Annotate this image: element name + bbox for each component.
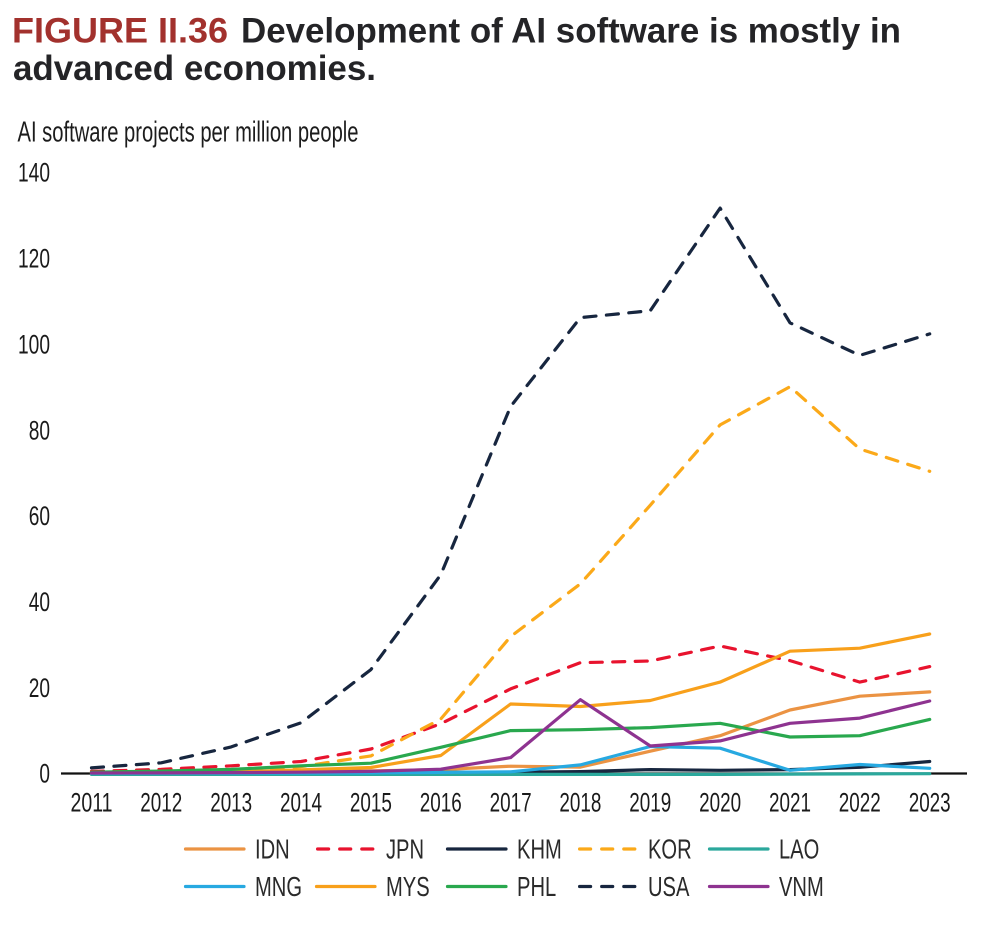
svg-text:MYS: MYS: [386, 872, 430, 903]
svg-text:100: 100: [18, 329, 50, 359]
svg-text:2021: 2021: [769, 788, 811, 818]
svg-text:2022: 2022: [839, 788, 881, 818]
svg-text:advanced economies.: advanced economies.: [13, 49, 376, 88]
svg-text:JPN: JPN: [386, 834, 424, 865]
svg-text:20: 20: [29, 673, 50, 703]
svg-text:LAO: LAO: [779, 834, 819, 865]
svg-text:2012: 2012: [140, 788, 182, 818]
svg-text:FIGURE II.36: FIGURE II.36: [12, 12, 228, 51]
svg-text:IDN: IDN: [255, 834, 290, 865]
svg-text:60: 60: [29, 501, 50, 531]
svg-text:2019: 2019: [629, 788, 671, 818]
svg-text:40: 40: [29, 587, 50, 617]
svg-text:2020: 2020: [699, 788, 741, 818]
svg-text:MNG: MNG: [255, 872, 302, 903]
svg-text:80: 80: [29, 415, 50, 445]
svg-text:KOR: KOR: [648, 834, 692, 865]
svg-text:2016: 2016: [420, 788, 462, 818]
svg-text:2017: 2017: [490, 788, 532, 818]
svg-text:0: 0: [39, 759, 50, 789]
svg-text:2023: 2023: [909, 788, 951, 818]
svg-text:2015: 2015: [350, 788, 392, 818]
svg-text:Development of AI software is: Development of AI software is mostly in: [241, 12, 901, 51]
svg-text:KHM: KHM: [517, 834, 562, 865]
svg-text:PHL: PHL: [517, 872, 556, 903]
svg-text:120: 120: [18, 244, 50, 274]
svg-text:140: 140: [18, 158, 50, 188]
svg-text:2018: 2018: [559, 788, 601, 818]
svg-text:USA: USA: [648, 872, 690, 903]
svg-text:AI software projects per milli: AI software projects per million people: [18, 115, 359, 147]
svg-text:2011: 2011: [71, 788, 113, 818]
svg-text:2014: 2014: [280, 788, 322, 818]
svg-text:2013: 2013: [210, 788, 252, 818]
svg-text:VNM: VNM: [779, 872, 824, 903]
